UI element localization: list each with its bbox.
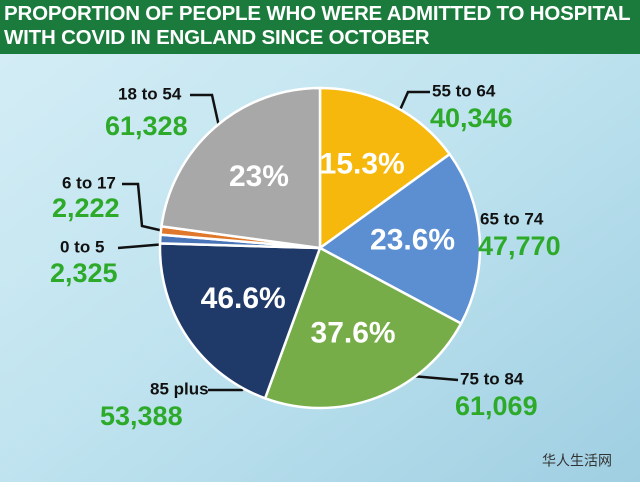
value-label: 61,069 [455, 391, 538, 421]
leader-line [398, 90, 430, 111]
pie [158, 86, 482, 410]
percent-label: 37.6% [311, 317, 396, 350]
value-label: 53,388 [100, 401, 183, 431]
value-label: 47,770 [478, 231, 561, 261]
percent-label: 15.3% [320, 147, 405, 180]
value-label: 2,222 [52, 193, 120, 223]
pie-slice [318, 86, 452, 251]
pie-slice [158, 242, 322, 400]
category-label: 75 to 84 [460, 369, 524, 388]
title-banner [0, 0, 640, 54]
pie-slice [317, 152, 482, 326]
category-label: 85 plus [150, 379, 209, 398]
leader-line [122, 182, 169, 234]
chart-title: PROPORTION OF PEOPLE WHO WERE ADMITTED T… [4, 2, 630, 49]
value-label: 61,328 [105, 111, 188, 141]
category-label: 65 to 74 [480, 209, 544, 228]
value-label: 2,325 [50, 258, 118, 288]
value-label: 40,346 [430, 103, 513, 133]
percent-label: 23% [229, 160, 289, 193]
category-label: 18 to 54 [118, 84, 182, 103]
title-box: PROPORTION OF PEOPLE WHO WERE ADMITTED T… [4, 2, 630, 49]
percent-label: 23.6% [370, 224, 455, 257]
watermark: 华人生活网 [542, 453, 612, 469]
category-label: 6 to 17 [62, 173, 116, 192]
leader-line [117, 242, 167, 250]
pie-slice [263, 246, 463, 410]
percent-label: 46.6% [201, 282, 286, 315]
category-label: 55 to 64 [432, 81, 496, 100]
category-label: 0 to 5 [60, 237, 104, 256]
pie-slice [160, 86, 322, 250]
